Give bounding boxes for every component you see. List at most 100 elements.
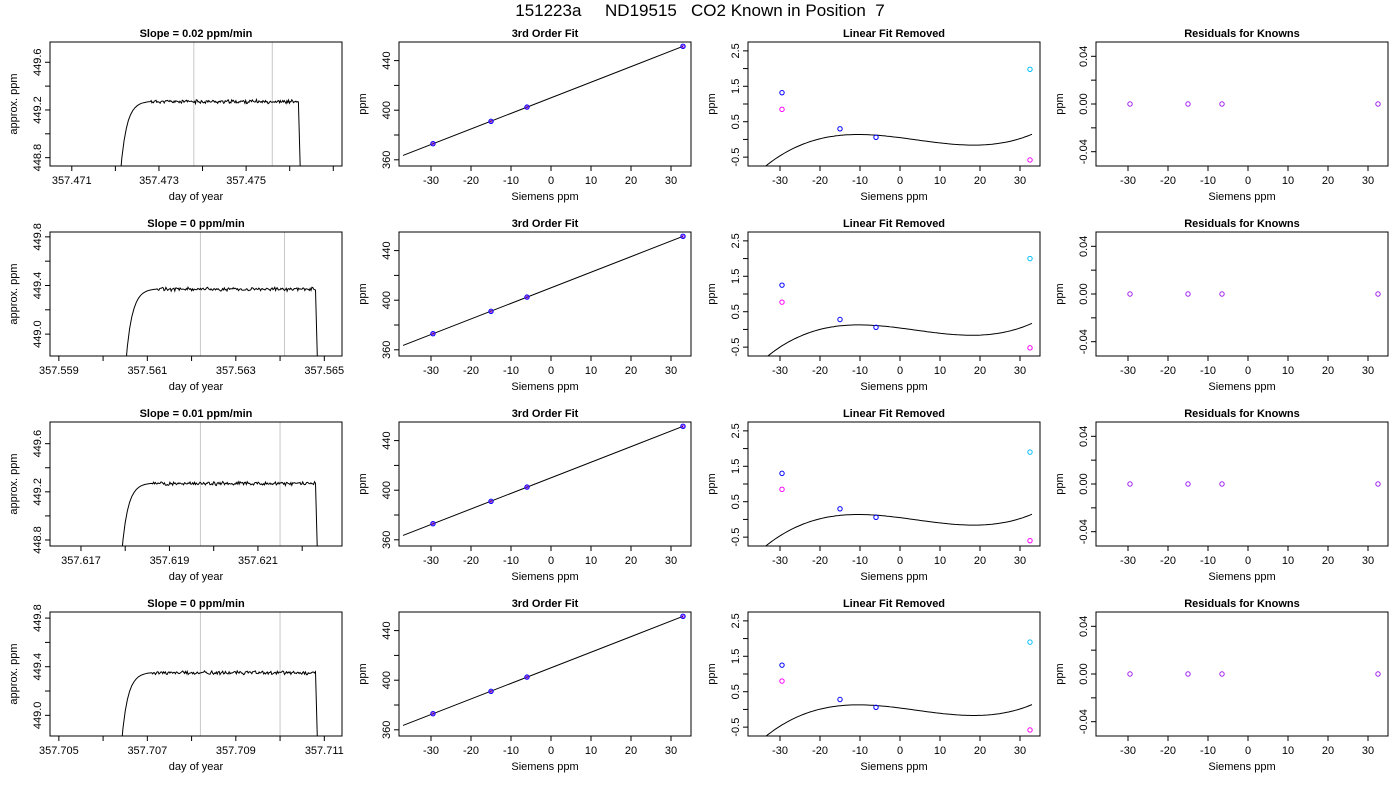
- y-tick-label: -0.5: [730, 718, 742, 737]
- data-point: [1219, 481, 1225, 487]
- panel-title: 3rd Order Fit: [512, 218, 579, 230]
- y-tick-label: 2.5: [730, 613, 742, 628]
- x-tick-label: -30: [772, 555, 788, 567]
- data-point: [1127, 101, 1133, 107]
- y-tick-label: 449.0: [32, 320, 44, 348]
- x-tick-label: 30: [1014, 745, 1026, 757]
- concentration-trace: [121, 669, 318, 736]
- x-tick-label: 20: [1322, 745, 1334, 757]
- plot-frame: [1095, 41, 1389, 167]
- y-tick-label: 360: [381, 721, 393, 739]
- y-tick-label: 400: [381, 481, 393, 499]
- cubic-fit-curve: [767, 322, 1033, 356]
- plot-area: [126, 232, 318, 356]
- data-point: [837, 126, 843, 132]
- x-tick-label: 20: [974, 365, 986, 377]
- data-point: [1027, 345, 1033, 351]
- x-tick-label: 357.473: [139, 175, 179, 187]
- y-tick-label: 0.5: [730, 304, 742, 319]
- x-tick-label: -30: [423, 175, 439, 187]
- y-tick-label: 1.5: [730, 649, 742, 664]
- y-axis-label: approx. ppm: [8, 73, 20, 134]
- data-point: [430, 710, 436, 717]
- panel-3-3: Linear Fit Removed -30 -20 -10 0 10 20 30 -0.5 0.…: [706, 408, 1041, 583]
- x-tick-label: 20: [974, 555, 986, 567]
- x-tick-label: 10: [1282, 175, 1294, 187]
- y-tick-label: 0.04: [1078, 616, 1090, 637]
- data-point-overlay: [431, 712, 435, 716]
- x-tick-label: -10: [852, 175, 868, 187]
- x-tick-label: -20: [1160, 175, 1176, 187]
- panel-title: 3rd Order Fit: [512, 28, 579, 40]
- x-tick-label: 357.711: [305, 745, 344, 757]
- x-axis-label: Siemens ppm: [1208, 571, 1275, 583]
- y-tick-label: 440: [381, 51, 393, 69]
- y-tick-label: 2.5: [730, 423, 742, 438]
- y-tick-label: -0.04: [1078, 139, 1090, 164]
- y-axis-label: ppm: [357, 93, 369, 114]
- x-tick-label: 20: [1322, 555, 1334, 567]
- x-tick-label: 20: [625, 175, 637, 187]
- panel-title: Residuals for Knowns: [1184, 598, 1300, 610]
- panel-2-3: Linear Fit Removed -30 -20 -10 0 10 20 30 -0.5 0.…: [706, 218, 1041, 393]
- x-tick-label: -30: [1120, 365, 1136, 377]
- x-tick-label: 10: [585, 555, 597, 567]
- x-tick-label: 30: [665, 175, 677, 187]
- data-point: [1027, 255, 1033, 262]
- data-point: [1185, 671, 1191, 677]
- data-point: [779, 678, 785, 684]
- y-tick-label: 440: [381, 621, 393, 639]
- y-tick-label: 449.2: [32, 478, 44, 506]
- x-tick-label: -10: [1200, 555, 1216, 567]
- data-point: [430, 520, 436, 527]
- data-point-overlay: [525, 295, 529, 299]
- panel-title: Linear Fit Removed: [843, 598, 945, 610]
- y-tick-label: 360: [381, 341, 393, 359]
- y-axis-label: ppm: [1054, 93, 1066, 114]
- data-point: [1185, 101, 1191, 107]
- y-axis-label: ppm: [1054, 663, 1066, 684]
- x-tick-label: 20: [974, 745, 986, 757]
- x-tick-label: 0: [897, 175, 903, 187]
- plot-area: [767, 322, 1033, 356]
- y-tick-label: 400: [381, 101, 393, 119]
- x-axis-label: Siemens ppm: [511, 381, 578, 393]
- data-point: [837, 506, 843, 512]
- cubic-fit-curve: [764, 133, 1033, 166]
- plot-frame: [1095, 611, 1389, 737]
- cubic-fit-curve: [764, 513, 1033, 546]
- x-tick-label: 10: [1282, 745, 1294, 757]
- plot-area: [402, 235, 684, 346]
- data-point: [873, 704, 879, 711]
- data-point-overlay: [525, 675, 529, 679]
- x-tick-label: 30: [1014, 175, 1026, 187]
- panel-3-1: Slope = 0.01 ppm/min 357.617 357.619 357.62…: [8, 408, 343, 583]
- x-tick-label: 10: [934, 365, 946, 377]
- x-tick-label: -10: [852, 745, 868, 757]
- panel-1-2: 3rd Order Fit -30 -20 -10 0 10 20 30 360 400 440 Si…: [357, 28, 692, 203]
- x-tick-label: -10: [503, 745, 519, 757]
- data-point: [1375, 671, 1381, 677]
- x-tick-label: 30: [1014, 555, 1026, 567]
- data-point-overlay: [489, 689, 493, 693]
- x-tick-label: -30: [423, 365, 439, 377]
- concentration-trace: [120, 97, 301, 166]
- x-axis-label: Siemens ppm: [511, 571, 578, 583]
- x-tick-label: -20: [463, 365, 479, 377]
- x-tick-label: -10: [852, 365, 868, 377]
- data-point: [1027, 66, 1033, 72]
- data-point: [1375, 481, 1381, 487]
- data-point: [1219, 291, 1225, 297]
- data-point: [1219, 101, 1225, 107]
- y-tick-label: 0.00: [1078, 663, 1090, 684]
- x-tick-label: 357.565: [304, 365, 344, 377]
- y-axis-label: ppm: [1054, 283, 1066, 304]
- x-axis-label: Siemens ppm: [1208, 191, 1275, 203]
- data-point-overlay: [489, 309, 493, 313]
- panel-4-3: Linear Fit Removed -30 -20 -10 0 10 20 30 -0.5 0.…: [706, 598, 1041, 773]
- plot-frame: [398, 41, 692, 167]
- y-tick-label: 0.5: [730, 684, 742, 699]
- data-point-overlay: [489, 119, 493, 123]
- panel-1-4: Residuals for Knowns -30 -20 -10 0 10 20 30 -0.0…: [1054, 28, 1389, 203]
- y-tick-label: 0.00: [1078, 283, 1090, 304]
